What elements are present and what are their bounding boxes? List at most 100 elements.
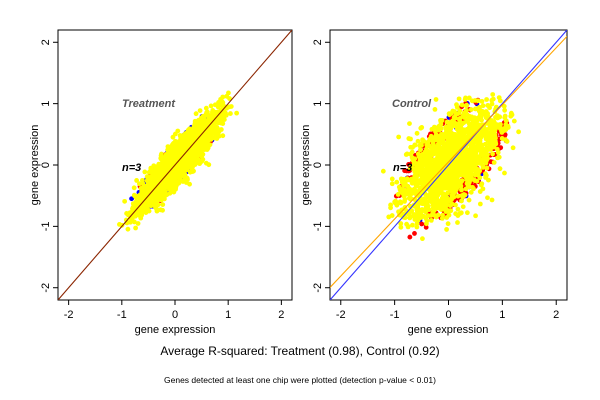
yellow-point — [151, 198, 157, 204]
yellow-point — [125, 226, 131, 232]
y-tick-label: 1 — [40, 101, 52, 107]
yellow-point — [208, 103, 214, 109]
yellow-point — [490, 151, 495, 157]
yellow-point — [192, 121, 198, 127]
yellow-point — [447, 203, 453, 209]
yellow-point — [461, 138, 467, 144]
yellow-point — [459, 193, 465, 198]
yellow-point — [430, 205, 436, 211]
y-tick-label: 0 — [312, 162, 324, 168]
yellow-point — [186, 157, 192, 163]
yellow-point — [430, 149, 436, 155]
yellow-point — [401, 214, 407, 220]
yellow-point — [199, 146, 205, 152]
yellow-point — [485, 195, 490, 201]
yellow-point — [428, 217, 434, 223]
yellow-point — [453, 140, 459, 146]
yellow-point — [447, 150, 453, 156]
yellow-point — [491, 144, 497, 150]
red-point — [419, 221, 425, 227]
yellow-point — [415, 161, 421, 167]
yellow-point — [419, 124, 425, 130]
yellow-point — [477, 107, 482, 113]
yellow-point — [433, 191, 439, 197]
yellow-point — [140, 185, 145, 191]
yellow-point — [463, 95, 468, 101]
y-tick-label: -1 — [312, 221, 324, 231]
yellow-point — [398, 189, 404, 195]
yellow-point — [393, 199, 399, 205]
yellow-point — [167, 153, 172, 159]
yellow-point — [457, 128, 463, 134]
yellow-point — [516, 129, 522, 135]
yellow-point — [429, 167, 435, 173]
yellow-point — [234, 110, 240, 116]
yellow-point — [475, 160, 481, 165]
yellow-point — [139, 211, 144, 217]
yellow-point — [131, 185, 137, 191]
yellow-point — [425, 179, 431, 185]
x-tick-label: 2 — [278, 309, 284, 321]
yellow-point — [404, 221, 410, 227]
diagonal-line — [330, 30, 567, 300]
y-tick-label: 0 — [40, 162, 52, 168]
yellow-point — [131, 205, 137, 211]
yellow-point — [396, 134, 402, 140]
yellow-point — [478, 182, 484, 188]
yellow-point — [187, 141, 193, 146]
yellow-point — [419, 197, 425, 203]
yellow-point — [459, 102, 465, 108]
yellow-point — [458, 183, 464, 189]
yellow-point — [412, 217, 418, 222]
yellow-point — [466, 95, 472, 101]
yellow-point — [203, 105, 209, 111]
y-tick-label: 2 — [40, 39, 52, 45]
yellow-point — [134, 178, 140, 183]
yellow-point — [441, 145, 447, 150]
yellow-point — [460, 204, 466, 210]
yellow-point — [146, 208, 152, 214]
yellow-point — [150, 175, 155, 181]
yellow-point — [193, 133, 199, 138]
yellow-point — [438, 188, 444, 193]
control-y-axis-label: gene expression — [300, 125, 312, 206]
yellow-point — [445, 190, 451, 196]
yellow-point — [415, 138, 421, 144]
yellow-point — [154, 208, 160, 214]
yellow-point — [484, 97, 489, 102]
yellow-point — [218, 96, 224, 102]
yellow-point — [210, 112, 216, 118]
yellow-point — [402, 198, 407, 204]
yellow-point — [468, 107, 474, 112]
yellow-point — [433, 185, 439, 190]
yellow-point — [221, 117, 227, 122]
y-tick-label: -2 — [40, 283, 52, 293]
yellow-point — [509, 112, 515, 118]
yellow-point — [453, 202, 458, 208]
yellow-point — [398, 221, 404, 226]
yellow-point — [389, 213, 395, 218]
yellow-point — [160, 202, 166, 208]
yellow-point — [441, 135, 447, 141]
yellow-point — [165, 185, 171, 190]
yellow-point — [471, 186, 476, 192]
yellow-point — [135, 211, 140, 216]
yellow-point — [416, 192, 422, 198]
yellow-point — [186, 133, 192, 139]
x-tick-label: 1 — [225, 309, 231, 321]
yellow-point — [483, 126, 488, 132]
yellow-point — [436, 148, 441, 154]
yellow-point — [466, 197, 472, 203]
yellow-point — [157, 189, 163, 194]
yellow-point — [414, 130, 420, 136]
yellow-point — [449, 121, 455, 126]
yellow-point — [473, 213, 478, 219]
yellow-point — [437, 154, 443, 160]
yellow-point — [472, 123, 478, 129]
yellow-point — [186, 152, 192, 158]
yellow-point — [203, 135, 208, 141]
yellow-point — [223, 112, 229, 118]
yellow-point — [476, 139, 482, 145]
yellow-point — [158, 182, 164, 188]
fit-line — [330, 36, 567, 288]
